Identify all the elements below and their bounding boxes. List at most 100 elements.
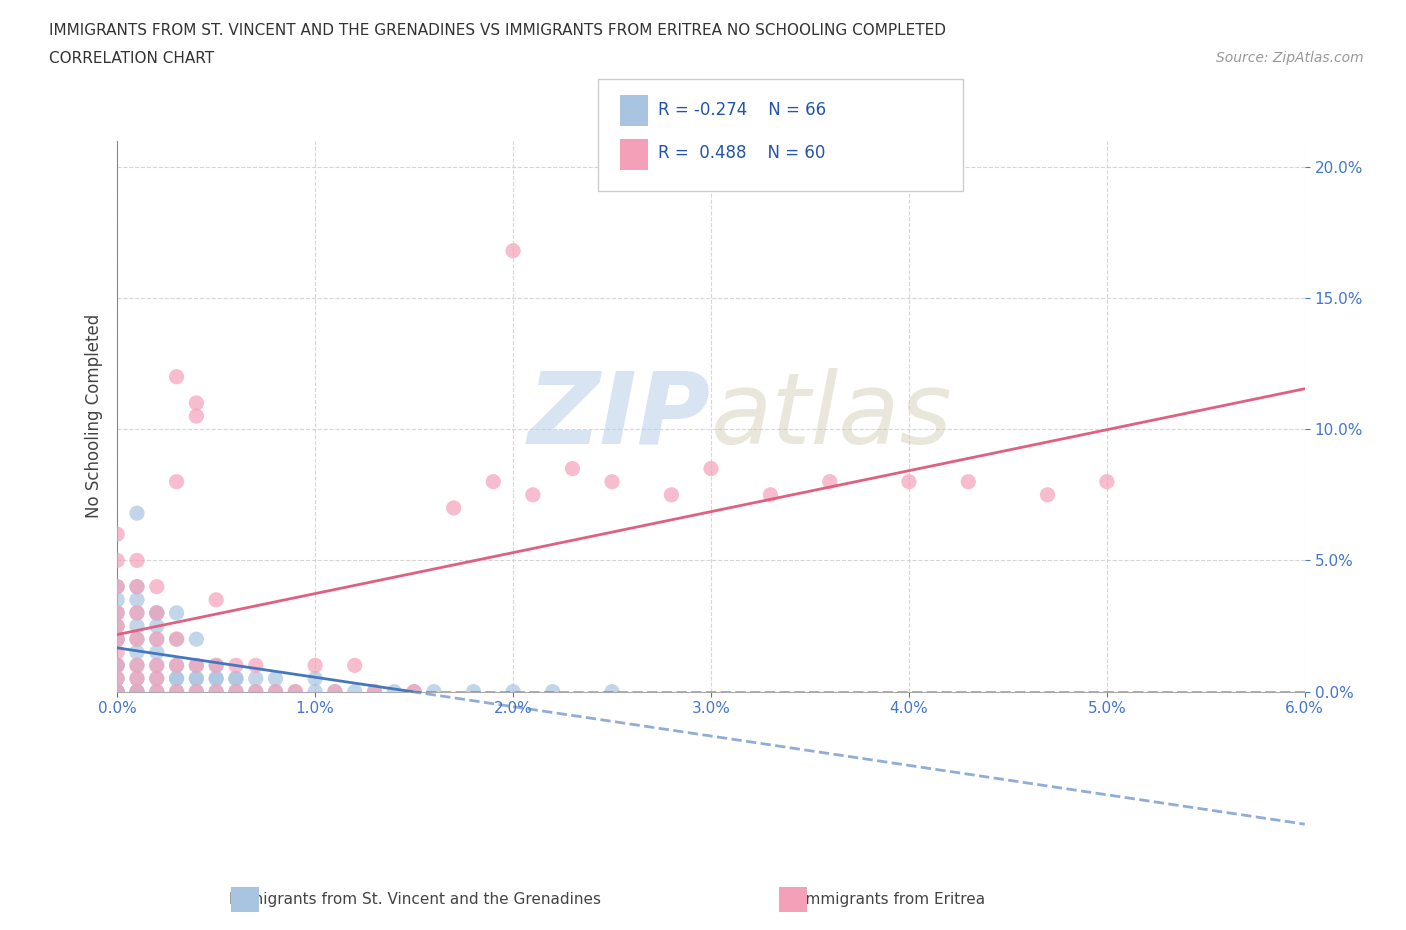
Point bbox=[166, 631, 188, 646]
Point bbox=[125, 631, 148, 646]
Point bbox=[105, 579, 128, 594]
Point bbox=[105, 618, 128, 633]
Point bbox=[146, 684, 169, 699]
Point bbox=[146, 631, 169, 646]
Point bbox=[166, 658, 188, 672]
Point bbox=[105, 684, 128, 699]
Point bbox=[146, 605, 169, 620]
Point bbox=[146, 671, 169, 686]
Point bbox=[661, 487, 683, 502]
Point bbox=[541, 684, 564, 699]
Text: R = -0.274    N = 66: R = -0.274 N = 66 bbox=[658, 100, 827, 119]
Point bbox=[463, 684, 485, 699]
Point bbox=[502, 244, 524, 259]
Text: IMMIGRANTS FROM ST. VINCENT AND THE GRENADINES VS IMMIGRANTS FROM ERITREA NO SCH: IMMIGRANTS FROM ST. VINCENT AND THE GREN… bbox=[49, 23, 946, 38]
Point bbox=[166, 684, 188, 699]
Point bbox=[125, 579, 148, 594]
Point bbox=[205, 684, 228, 699]
Point bbox=[382, 684, 405, 699]
Point bbox=[146, 644, 169, 659]
Point bbox=[284, 684, 307, 699]
Point bbox=[186, 684, 208, 699]
Point bbox=[245, 684, 267, 699]
Point bbox=[225, 658, 247, 672]
Point bbox=[125, 553, 148, 568]
Point bbox=[186, 658, 208, 672]
Point bbox=[897, 474, 920, 489]
Point bbox=[105, 618, 128, 633]
Point bbox=[125, 684, 148, 699]
Point bbox=[225, 684, 247, 699]
Point bbox=[423, 684, 446, 699]
Point bbox=[818, 474, 841, 489]
Point bbox=[186, 658, 208, 672]
Point bbox=[105, 671, 128, 686]
Point bbox=[363, 684, 385, 699]
Point bbox=[105, 684, 128, 699]
Point bbox=[323, 684, 346, 699]
Point bbox=[166, 369, 188, 384]
Text: ZIP: ZIP bbox=[529, 367, 711, 465]
Point bbox=[166, 658, 188, 672]
Point bbox=[502, 684, 524, 699]
Point bbox=[125, 605, 148, 620]
Point bbox=[186, 671, 208, 686]
Point bbox=[205, 658, 228, 672]
Point bbox=[343, 684, 366, 699]
Text: atlas: atlas bbox=[711, 367, 953, 465]
Point bbox=[146, 605, 169, 620]
Y-axis label: No Schooling Completed: No Schooling Completed bbox=[86, 314, 103, 518]
Point bbox=[264, 684, 287, 699]
Point bbox=[105, 605, 128, 620]
Point bbox=[125, 644, 148, 659]
Point bbox=[105, 579, 128, 594]
Point bbox=[404, 684, 426, 699]
Point bbox=[105, 526, 128, 541]
Point bbox=[561, 461, 583, 476]
Point bbox=[125, 658, 148, 672]
Point bbox=[146, 671, 169, 686]
Point bbox=[105, 684, 128, 699]
Point bbox=[443, 500, 465, 515]
Text: CORRELATION CHART: CORRELATION CHART bbox=[49, 51, 214, 66]
Point bbox=[205, 658, 228, 672]
Point bbox=[105, 658, 128, 672]
Point bbox=[105, 605, 128, 620]
Point bbox=[125, 671, 148, 686]
Point bbox=[105, 592, 128, 607]
Point bbox=[600, 684, 623, 699]
Point bbox=[225, 671, 247, 686]
Point bbox=[205, 592, 228, 607]
Point bbox=[125, 684, 148, 699]
Point bbox=[166, 684, 188, 699]
Point bbox=[343, 658, 366, 672]
Point bbox=[166, 671, 188, 686]
Point bbox=[125, 506, 148, 521]
Point bbox=[125, 671, 148, 686]
Point bbox=[205, 671, 228, 686]
Point bbox=[363, 684, 385, 699]
Point bbox=[125, 592, 148, 607]
Text: Immigrants from Eritrea: Immigrants from Eritrea bbox=[801, 892, 984, 907]
Point bbox=[304, 684, 326, 699]
Point bbox=[105, 644, 128, 659]
Point bbox=[284, 684, 307, 699]
Point bbox=[105, 631, 128, 646]
Point bbox=[186, 631, 208, 646]
Point bbox=[125, 605, 148, 620]
Point bbox=[522, 487, 544, 502]
Point bbox=[166, 474, 188, 489]
Point bbox=[146, 684, 169, 699]
Point bbox=[245, 671, 267, 686]
Point bbox=[125, 631, 148, 646]
Point bbox=[105, 658, 128, 672]
Point bbox=[600, 474, 623, 489]
Point bbox=[186, 671, 208, 686]
Point bbox=[225, 684, 247, 699]
Point bbox=[146, 618, 169, 633]
Point bbox=[105, 631, 128, 646]
Point bbox=[323, 684, 346, 699]
Point bbox=[186, 684, 208, 699]
Point bbox=[125, 684, 148, 699]
Point bbox=[205, 671, 228, 686]
